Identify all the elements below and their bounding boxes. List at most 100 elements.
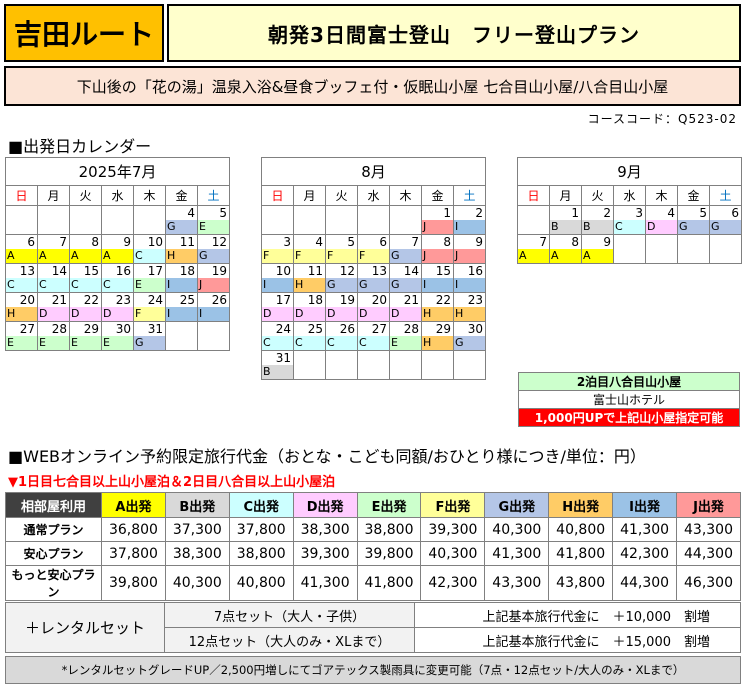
day-number: 12 (211, 235, 227, 249)
calendar-empty (389, 205, 422, 235)
day-grade: C (294, 336, 325, 350)
calendar-day[interactable]: 25 C (293, 321, 326, 351)
day-number: 3 (283, 235, 291, 249)
calendar-day[interactable]: 22 D (69, 292, 102, 322)
calendar-day[interactable]: 30 G (453, 321, 486, 351)
calendar-day[interactable]: 22 H (421, 292, 454, 322)
calendar-day[interactable]: 26 C (325, 321, 358, 351)
weekday-header: 月 (293, 185, 326, 206)
calendar-day[interactable]: 21 D (37, 292, 70, 322)
price-col-header: J出発 (676, 492, 741, 518)
calendar-day[interactable]: 28 E (37, 321, 70, 351)
calendar-day[interactable]: 28 E (389, 321, 422, 351)
calendar-day[interactable]: 15 C (69, 263, 102, 293)
calendar-day[interactable]: 17 E (133, 263, 166, 293)
calendar-day[interactable]: 14 C (37, 263, 70, 293)
day-number: 17 (275, 293, 291, 307)
calendar-empty (613, 234, 646, 264)
price-cell: 41,800 (356, 565, 422, 601)
calendar-day[interactable]: 21 D (389, 292, 422, 322)
calendar-day[interactable]: 17 D (261, 292, 294, 322)
calendar-day[interactable]: 10 I (261, 263, 294, 293)
calendar-day[interactable]: 20 D (357, 292, 390, 322)
calendar-day[interactable]: 20 H (5, 292, 38, 322)
day-grade: C (6, 278, 37, 292)
weekday-header: 金 (677, 185, 710, 206)
day-grade: B (582, 220, 613, 234)
day-grade: I (166, 278, 197, 292)
calendar-day[interactable]: 14 G (389, 263, 422, 293)
calendar-day[interactable]: 11 H (165, 234, 198, 264)
weekday-header: 火 (69, 185, 102, 206)
calendar-day[interactable]: 13 C (5, 263, 38, 293)
calendar-day[interactable]: 23 D (101, 292, 134, 322)
day-number: 2 (603, 206, 611, 220)
legend-note: 1,000円UPで上記山小屋指定可能 (518, 408, 740, 427)
weekday-header: 土 (197, 185, 230, 206)
day-grade: B (262, 365, 293, 379)
day-grade: A (518, 249, 549, 263)
calendar-day[interactable]: 12 G (325, 263, 358, 293)
day-number: 15 (435, 264, 451, 278)
calendar-day[interactable]: 12 G (197, 234, 230, 264)
calendar-day[interactable]: 29 E (69, 321, 102, 351)
calendar-day[interactable]: 23 H (453, 292, 486, 322)
calendar-day[interactable]: 24 C (261, 321, 294, 351)
calendar-day[interactable]: 24 F (133, 292, 166, 322)
calendar-day[interactable]: 19 J (197, 263, 230, 293)
calendar-day[interactable]: 26 I (197, 292, 230, 322)
calendar-day[interactable]: 25 I (165, 292, 198, 322)
calendar-day[interactable]: 19 D (325, 292, 358, 322)
calendar-day[interactable]: 13 G (357, 263, 390, 293)
calendar-day[interactable]: 15 I (421, 263, 454, 293)
calendar-day[interactable]: 18 D (293, 292, 326, 322)
weekday-header: 月 (549, 185, 582, 206)
calendar-day[interactable]: 31 G (133, 321, 166, 351)
day-number: 7 (539, 235, 547, 249)
calendar-day[interactable]: 29 H (421, 321, 454, 351)
calendar-day[interactable]: 11 H (293, 263, 326, 293)
calendar-day[interactable]: 18 I (165, 263, 198, 293)
day-number: 26 (339, 322, 355, 336)
calendar-day[interactable]: 27 E (5, 321, 38, 351)
calendar-day[interactable]: 31 B (261, 350, 294, 380)
day-number: 1 (443, 206, 451, 220)
day-number: 29 (435, 322, 451, 336)
price-cell: 41,300 (484, 541, 550, 566)
day-grade: H (422, 307, 453, 321)
calendar-day[interactable]: 10 C (133, 234, 166, 264)
day-number: 23 (467, 293, 483, 307)
day-grade: F (326, 249, 357, 263)
calendar-day[interactable]: 30 E (101, 321, 134, 351)
calendar-day[interactable]: 16 I (453, 263, 486, 293)
calendar-day[interactable]: 16 C (101, 263, 134, 293)
weekday-header: 日 (517, 185, 550, 206)
day-grade: C (262, 336, 293, 350)
price-cell: 38,300 (164, 541, 230, 566)
calendar-day[interactable]: 27 C (357, 321, 390, 351)
